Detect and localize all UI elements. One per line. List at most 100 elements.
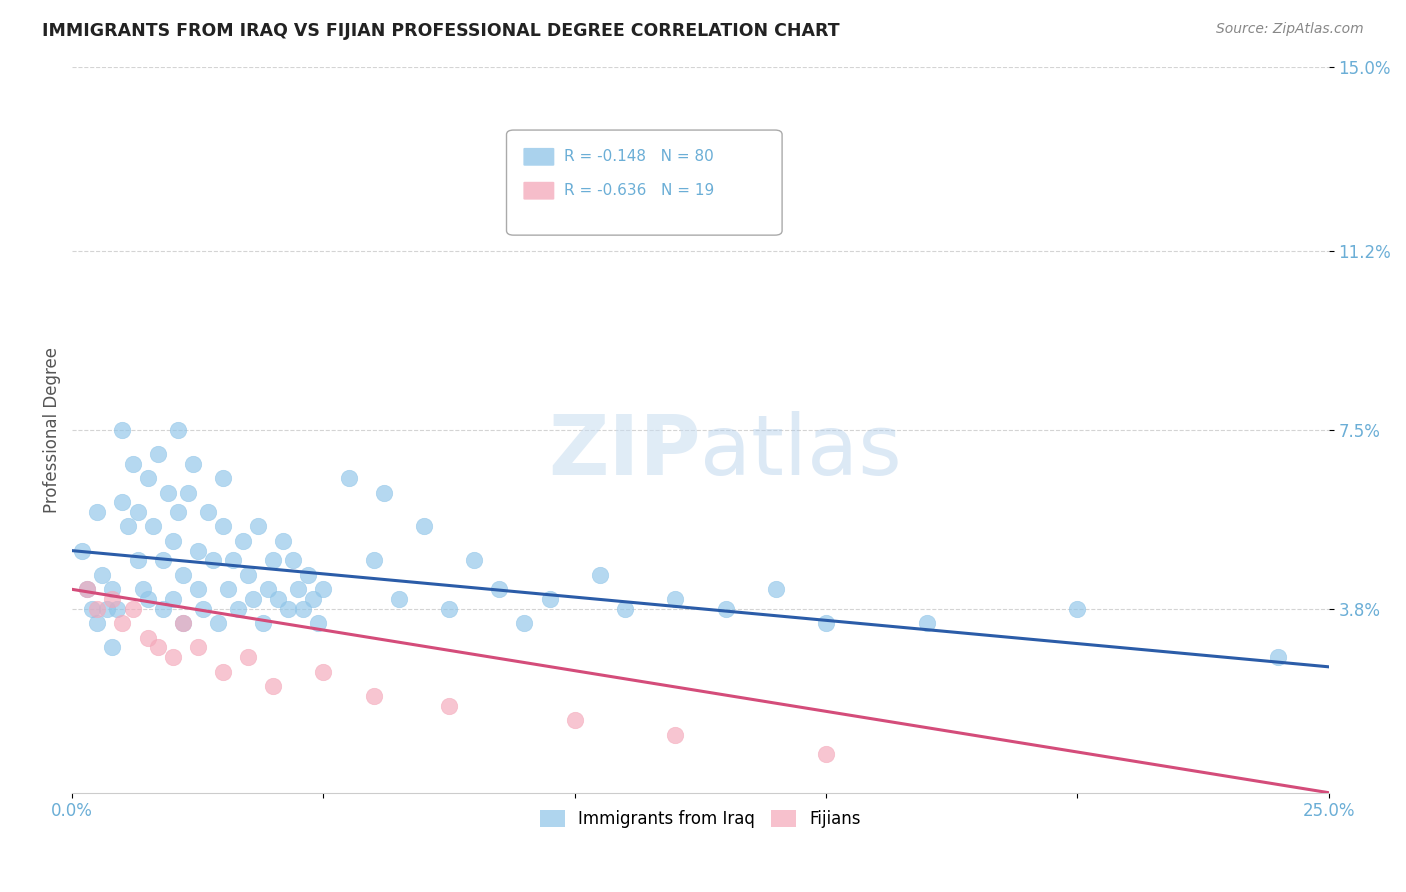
Point bbox=[513, 616, 536, 631]
Point bbox=[86, 616, 108, 631]
Point bbox=[72, 543, 94, 558]
Point bbox=[212, 519, 235, 533]
Point bbox=[201, 553, 224, 567]
Point bbox=[111, 616, 134, 631]
Point bbox=[413, 519, 436, 533]
Point bbox=[76, 582, 98, 597]
Point bbox=[107, 601, 129, 615]
Point bbox=[302, 592, 325, 607]
Point bbox=[363, 689, 385, 703]
Point bbox=[172, 567, 194, 582]
Point bbox=[86, 505, 108, 519]
Point bbox=[564, 713, 586, 727]
Point bbox=[146, 640, 169, 655]
Point bbox=[312, 582, 335, 597]
Point bbox=[488, 582, 510, 597]
Point bbox=[814, 616, 837, 631]
Point bbox=[589, 567, 612, 582]
Point bbox=[564, 214, 586, 228]
Point bbox=[236, 650, 259, 665]
Point bbox=[337, 471, 360, 485]
Point bbox=[181, 457, 204, 471]
Point bbox=[297, 567, 319, 582]
Point bbox=[76, 582, 98, 597]
Point bbox=[127, 505, 149, 519]
Point bbox=[187, 640, 209, 655]
Point bbox=[308, 616, 330, 631]
Text: Source: ZipAtlas.com: Source: ZipAtlas.com bbox=[1216, 22, 1364, 37]
Point bbox=[292, 601, 315, 615]
Point bbox=[312, 665, 335, 679]
Point bbox=[96, 601, 118, 615]
Point bbox=[242, 592, 264, 607]
Point bbox=[162, 650, 184, 665]
Point bbox=[271, 533, 294, 548]
Point bbox=[262, 679, 284, 693]
Point bbox=[388, 592, 411, 607]
Point bbox=[267, 592, 290, 607]
Point bbox=[152, 601, 174, 615]
Point bbox=[191, 601, 214, 615]
Point bbox=[236, 567, 259, 582]
Text: R = -0.148   N = 80: R = -0.148 N = 80 bbox=[564, 149, 714, 164]
Point bbox=[257, 582, 280, 597]
Point bbox=[82, 601, 104, 615]
Text: R = -0.636   N = 19: R = -0.636 N = 19 bbox=[564, 183, 714, 198]
Point bbox=[664, 592, 686, 607]
Y-axis label: Professional Degree: Professional Degree bbox=[44, 347, 60, 513]
Point bbox=[247, 519, 270, 533]
Point bbox=[437, 601, 460, 615]
Point bbox=[142, 519, 165, 533]
Point bbox=[152, 553, 174, 567]
Point bbox=[437, 698, 460, 713]
Point bbox=[222, 553, 245, 567]
Point bbox=[1267, 650, 1289, 665]
Point bbox=[162, 592, 184, 607]
Point bbox=[187, 582, 209, 597]
Point bbox=[162, 533, 184, 548]
Point bbox=[363, 553, 385, 567]
Point bbox=[664, 728, 686, 742]
Point bbox=[136, 631, 159, 645]
Point bbox=[121, 601, 143, 615]
Text: atlas: atlas bbox=[700, 411, 903, 491]
Point bbox=[373, 485, 395, 500]
Point bbox=[614, 601, 637, 615]
Point bbox=[187, 543, 209, 558]
Point bbox=[538, 592, 561, 607]
Point bbox=[91, 567, 114, 582]
Point bbox=[177, 485, 200, 500]
Point bbox=[277, 601, 299, 615]
Point bbox=[127, 553, 149, 567]
Point bbox=[111, 423, 134, 437]
Point bbox=[1066, 601, 1088, 615]
Point bbox=[262, 553, 284, 567]
Point bbox=[212, 665, 235, 679]
Point bbox=[915, 616, 938, 631]
Point bbox=[232, 533, 254, 548]
Point bbox=[146, 447, 169, 461]
Point bbox=[463, 553, 485, 567]
Point bbox=[217, 582, 239, 597]
Point bbox=[172, 616, 194, 631]
Point bbox=[101, 592, 124, 607]
Point bbox=[101, 582, 124, 597]
Point bbox=[252, 616, 274, 631]
Point bbox=[714, 601, 737, 615]
Point bbox=[117, 519, 139, 533]
Point bbox=[121, 457, 143, 471]
Point bbox=[765, 582, 787, 597]
Point bbox=[207, 616, 229, 631]
Point bbox=[212, 471, 235, 485]
Point bbox=[131, 582, 153, 597]
Point bbox=[226, 601, 249, 615]
Point bbox=[283, 553, 305, 567]
Point bbox=[136, 592, 159, 607]
Point bbox=[156, 485, 179, 500]
Point bbox=[136, 471, 159, 485]
Text: ZIP: ZIP bbox=[548, 411, 700, 491]
Legend: Immigrants from Iraq, Fijians: Immigrants from Iraq, Fijians bbox=[533, 804, 868, 835]
Point bbox=[287, 582, 309, 597]
Point bbox=[101, 640, 124, 655]
Point bbox=[86, 601, 108, 615]
